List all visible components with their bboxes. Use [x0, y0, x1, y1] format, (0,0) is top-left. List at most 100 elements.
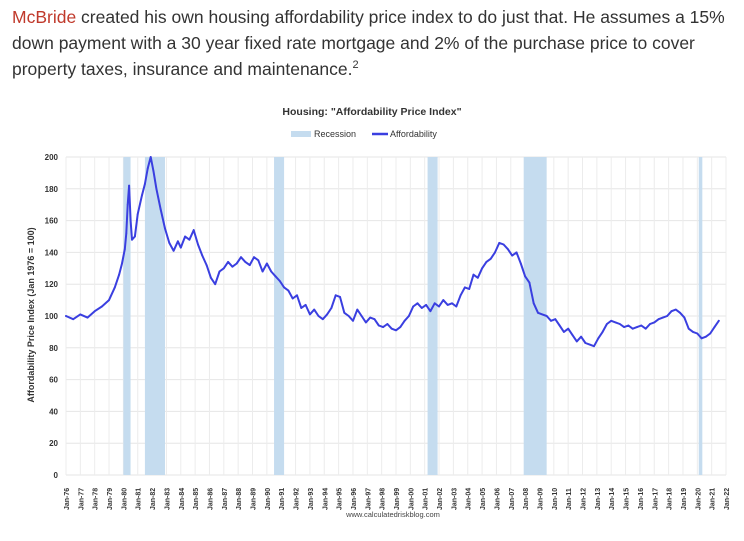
data-point — [146, 167, 149, 169]
data-point — [317, 315, 320, 317]
x-tick-label: Jan-80 — [121, 488, 128, 510]
data-point — [270, 270, 273, 273]
y-tick-label: 40 — [49, 407, 58, 416]
x-tick-label: Jan-11 — [566, 488, 573, 510]
data-point — [476, 276, 479, 279]
recession-bands — [123, 157, 703, 475]
data-point — [442, 299, 445, 301]
recession-band — [523, 157, 547, 475]
data-point — [291, 297, 294, 300]
x-tick-label: Jan-04 — [466, 488, 473, 510]
data-point — [149, 156, 152, 158]
data-point — [128, 184, 131, 187]
data-point — [425, 304, 427, 306]
x-tick-label: Jan-08 — [523, 488, 530, 510]
data-point — [433, 302, 436, 305]
data-point — [537, 311, 539, 314]
data-point — [554, 318, 557, 321]
data-point — [709, 332, 712, 335]
data-point — [395, 329, 397, 332]
data-point — [515, 251, 518, 254]
data-point — [485, 261, 488, 263]
data-point — [507, 248, 509, 251]
data-point — [177, 240, 179, 243]
data-point — [309, 313, 311, 316]
y-tick-label: 180 — [45, 185, 59, 194]
y-tick-label: 160 — [45, 217, 59, 226]
x-tick-label: Jan-13 — [595, 488, 602, 510]
x-tick-label: Jan-98 — [380, 488, 387, 510]
data-point — [144, 183, 146, 185]
data-point — [541, 313, 544, 316]
data-point — [408, 315, 410, 317]
x-tick-label: Jan-97 — [365, 488, 372, 510]
data-point — [261, 270, 264, 273]
data-point — [468, 288, 471, 290]
data-point — [464, 286, 466, 289]
data-point — [601, 331, 604, 333]
data-point — [134, 235, 136, 238]
data-point — [489, 257, 492, 260]
data-point — [339, 296, 341, 298]
data-point — [662, 316, 664, 319]
x-tick-label: Jan-09 — [537, 488, 544, 510]
x-tick-label: Jan-07 — [509, 488, 516, 510]
legend-affordability-label: Affordability — [390, 129, 437, 139]
data-point — [377, 324, 380, 327]
data-point — [274, 275, 277, 278]
data-point — [218, 270, 221, 273]
recession-band — [144, 157, 165, 475]
source-credit: www.calculatedriskblog.com — [345, 510, 440, 519]
data-point — [79, 313, 82, 316]
y-tick-label: 60 — [49, 376, 58, 385]
data-point — [683, 316, 686, 319]
data-point — [131, 238, 133, 241]
data-point — [188, 238, 191, 241]
data-point — [498, 242, 501, 244]
data-point — [649, 323, 651, 325]
author-link[interactable]: McBride — [12, 7, 77, 27]
data-point — [717, 319, 720, 322]
x-tick-label: Jan-94 — [322, 488, 329, 510]
data-point — [343, 311, 346, 314]
data-point — [640, 324, 643, 327]
x-tick-label: Jan-79 — [107, 488, 114, 510]
data-point — [584, 342, 587, 344]
data-point — [304, 304, 307, 306]
data-point — [365, 321, 367, 324]
data-point — [129, 219, 132, 222]
data-point — [347, 315, 350, 317]
x-tick-label: Jan-20 — [695, 488, 702, 510]
data-point — [369, 316, 372, 319]
data-point — [455, 305, 458, 308]
data-point — [159, 208, 162, 211]
data-point — [593, 345, 595, 348]
data-point — [451, 302, 453, 305]
data-point — [545, 315, 548, 317]
data-point — [321, 318, 324, 321]
x-tick-label: Jan-18 — [667, 488, 674, 510]
data-point — [674, 308, 677, 311]
data-point — [244, 261, 247, 263]
data-point — [373, 318, 376, 321]
x-tick-label: Jan-83 — [164, 488, 171, 510]
legend-recession-swatch — [291, 131, 311, 137]
data-point — [429, 310, 432, 313]
data-point — [692, 331, 694, 333]
x-tick-label: Jan-06 — [494, 488, 501, 510]
data-point — [201, 254, 204, 257]
y-tick-label: 20 — [49, 439, 58, 448]
data-point — [326, 313, 328, 316]
data-point — [567, 327, 570, 330]
footnote-ref[interactable]: 2 — [352, 59, 359, 72]
data-point — [108, 299, 110, 301]
data-point — [192, 229, 195, 232]
y-tick-label: 0 — [54, 471, 59, 480]
data-point — [614, 321, 617, 324]
x-tick-label: Jan-88 — [236, 488, 243, 510]
x-tick-label: Jan-14 — [609, 488, 616, 510]
data-point — [125, 232, 128, 235]
x-tick-label: Jan-03 — [451, 488, 458, 510]
data-point — [214, 283, 217, 286]
data-point — [386, 323, 389, 325]
